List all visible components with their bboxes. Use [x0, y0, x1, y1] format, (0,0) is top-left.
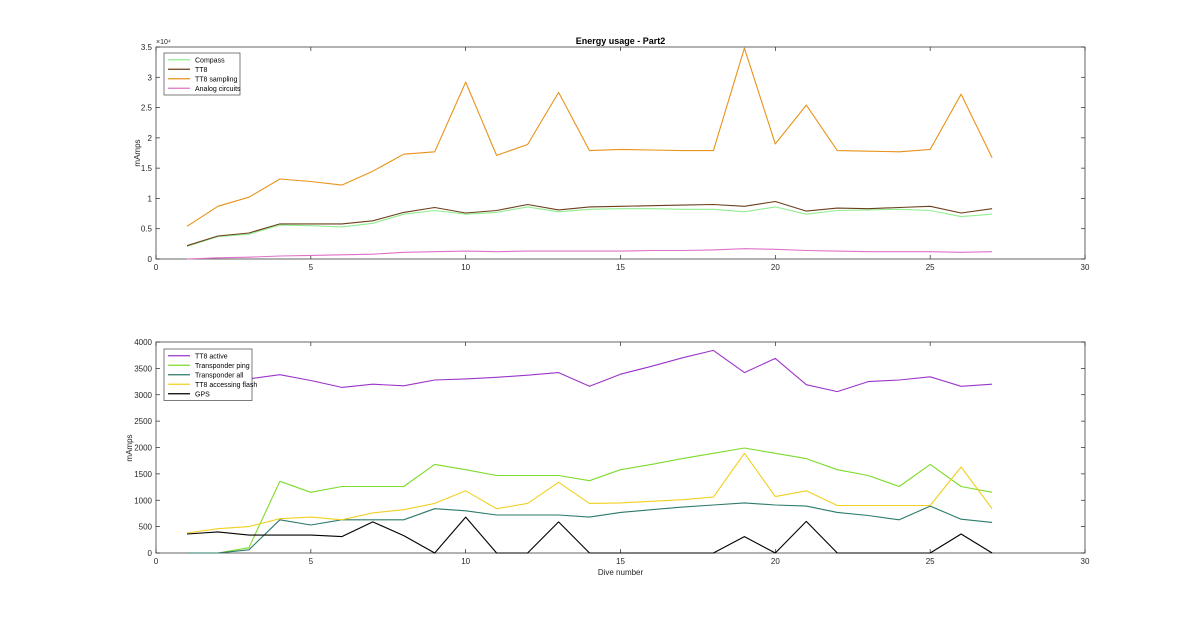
bottom-legend-entry: Transponder all	[195, 372, 244, 379]
top-axes: Energy usage - Part2 mAmps ×10⁴ 0 5 10 15 20…	[133, 36, 1090, 272]
bottom-x-axis-label: Dive number	[598, 568, 644, 577]
top-series-line-0	[186, 206, 993, 247]
top-chart-title: Energy usage - Part2	[576, 36, 666, 46]
bottom-legend: TT8 active Transponder ping Transponder al…	[163, 348, 257, 401]
bottom-series-line-2	[187, 502, 993, 554]
bottom-y-tick-label: 500	[139, 523, 153, 532]
bottom-legend-entry: TT8 accessing flash	[195, 382, 257, 389]
bottom-x-tick-label: 10	[461, 557, 470, 566]
top-legend-entry: TT8 sampling	[195, 76, 238, 83]
bottom-legend-entry: Transponder ping	[195, 363, 250, 370]
bottom-y-tick-label: 1500	[134, 470, 152, 479]
top-x-tick-label: 5	[309, 263, 314, 272]
top-x-tick-label: 30	[1081, 263, 1090, 272]
bottom-y-tick-label: 2500	[134, 417, 152, 426]
top-x-tick-label: 0	[154, 263, 159, 272]
bottom-x-tick-label: 30	[1081, 557, 1090, 566]
bottom-y-tick-label: 2000	[134, 444, 152, 453]
bottom-x-tick-label: 20	[771, 557, 780, 566]
bottom-legend-entry: TT8 active	[195, 353, 228, 360]
top-x-tick-label: 25	[926, 263, 935, 272]
bottom-y-axis-label: mAmps	[125, 434, 134, 461]
top-x-tick-label: 15	[616, 263, 625, 272]
bottom-series-line-3	[186, 452, 993, 534]
top-axes-box	[155, 46, 1086, 260]
top-x-tick-label: 20	[771, 263, 780, 272]
top-y-tick-label: 1.5	[141, 164, 153, 173]
top-y-tick-label: 0	[148, 255, 153, 264]
top-y-tick-label: 2	[148, 134, 153, 143]
bottom-series-line-0	[186, 349, 993, 399]
top-y-axis-label: mAmps	[133, 139, 142, 166]
bottom-x-tick-label: 0	[154, 557, 159, 566]
bottom-y-tick-label: 4000	[134, 338, 152, 347]
bottom-axes: mAmps Dive number 0 5 10 15 20 25 30 0 500 1000 15…	[125, 338, 1090, 577]
bottom-x-tick-label: 25	[926, 557, 935, 566]
top-series-line-1	[186, 200, 993, 247]
top-y-exponent: ×10⁴	[156, 39, 171, 46]
top-y-tick-label: 1	[148, 194, 153, 203]
bottom-x-tick-label: 15	[616, 557, 625, 566]
bottom-series-line-1	[187, 447, 993, 554]
bottom-y-tick-label: 3000	[134, 391, 152, 400]
top-legend-entry: TT8	[195, 67, 208, 74]
top-x-tick-label: 10	[461, 263, 470, 272]
bottom-y-tick-label: 1000	[134, 496, 152, 505]
top-y-tick-label: 3	[148, 73, 153, 82]
top-y-tick-label: 0.5	[141, 225, 153, 234]
top-series-line-2	[186, 47, 993, 227]
bottom-series-line-4	[186, 516, 993, 554]
bottom-x-tick-label: 5	[309, 557, 314, 566]
top-legend-entry: Compass	[195, 57, 225, 64]
top-legend-entry: Analog circuits	[195, 86, 241, 93]
top-series-line-3	[186, 248, 993, 260]
top-y-tick-label: 3.5	[141, 43, 153, 52]
bottom-legend-entry: GPS	[195, 391, 210, 398]
top-legend: Compass TT8 TT8 sampling Analog circuits	[163, 52, 241, 96]
top-y-tick-label: 2.5	[141, 104, 153, 113]
bottom-y-tick-label: 3500	[134, 364, 152, 373]
bottom-y-tick-label: 0	[148, 549, 153, 558]
